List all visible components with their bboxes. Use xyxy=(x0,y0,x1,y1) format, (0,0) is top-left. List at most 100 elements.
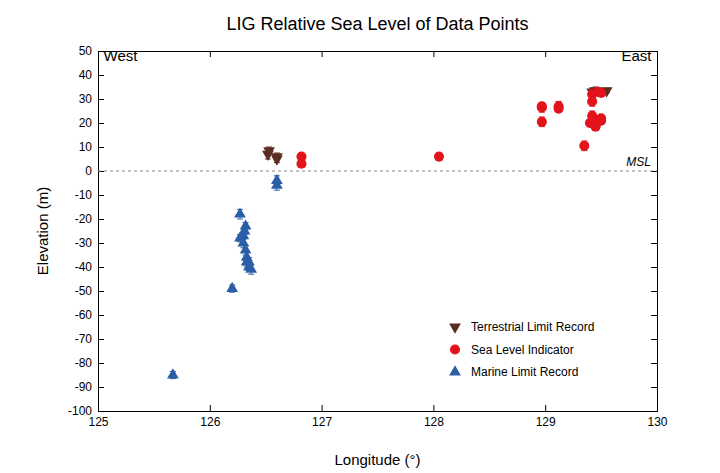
tick-mark xyxy=(98,315,104,316)
point xyxy=(240,243,252,253)
tick: -80 xyxy=(75,356,104,370)
marks xyxy=(167,87,613,379)
tick: 126 xyxy=(200,405,220,429)
point xyxy=(537,101,547,111)
legend: Terrestrial Limit Record Sea Level Indica… xyxy=(449,320,594,379)
tick-mark xyxy=(98,387,104,388)
tick-mark xyxy=(651,411,657,412)
tick-mark xyxy=(98,339,104,340)
legend-entry: Sea Level Indicator xyxy=(450,343,574,357)
tick-label: 128 xyxy=(424,415,444,429)
point xyxy=(271,179,283,189)
tick-mark xyxy=(98,147,104,148)
tick xyxy=(651,339,657,340)
legend-label: Terrestrial Limit Record xyxy=(471,320,594,334)
point xyxy=(596,88,606,98)
tick-mark xyxy=(433,51,434,57)
point xyxy=(240,219,252,229)
legend-symbol xyxy=(449,324,461,334)
legend-label: Marine Limit Record xyxy=(471,365,578,379)
tick-label: -100 xyxy=(68,404,92,418)
axis-line xyxy=(99,52,658,58)
tick xyxy=(651,363,657,364)
tick-mark xyxy=(98,243,104,244)
tick-label: 0 xyxy=(85,164,92,178)
tick xyxy=(651,243,657,244)
tick-label: -70 xyxy=(75,332,93,346)
point xyxy=(237,236,249,246)
axis-line xyxy=(99,405,658,412)
tick xyxy=(545,51,546,57)
tick xyxy=(651,75,657,76)
tick-mark xyxy=(651,243,657,244)
plot-area: 125126127128129130-100-90-80-70-60-50-40… xyxy=(68,44,668,428)
tick: -50 xyxy=(75,284,104,298)
tick xyxy=(433,51,434,57)
tick-mark xyxy=(651,315,657,316)
tick-mark xyxy=(98,75,104,76)
tick xyxy=(651,291,657,292)
tick: 50 xyxy=(79,44,104,58)
tick xyxy=(651,219,657,220)
tick-mark xyxy=(651,99,657,100)
point xyxy=(245,263,257,273)
tick: 10 xyxy=(79,140,104,154)
series xyxy=(262,87,613,166)
tick xyxy=(322,51,323,57)
tick: -60 xyxy=(75,308,104,322)
tick xyxy=(651,411,657,412)
tick-mark xyxy=(545,51,546,57)
tick-mark xyxy=(210,51,211,57)
tick-mark xyxy=(651,387,657,388)
tick: -90 xyxy=(75,380,104,394)
error-cap xyxy=(248,274,254,275)
title: LIG Relative Sea Level of Data Points xyxy=(226,14,528,34)
tick-label: -60 xyxy=(75,308,93,322)
tick-label: -50 xyxy=(75,284,93,298)
tick: 0 xyxy=(85,164,104,178)
tick-mark xyxy=(651,267,657,268)
tick-label: 10 xyxy=(79,140,93,154)
tick-label: -20 xyxy=(75,212,93,226)
tick-mark xyxy=(651,339,657,340)
tick-label: -40 xyxy=(75,260,93,274)
tick-label: 129 xyxy=(536,415,556,429)
tick-mark xyxy=(322,405,323,411)
tick-mark xyxy=(210,405,211,411)
point xyxy=(596,113,606,123)
tick-label: 126 xyxy=(200,415,220,429)
tick-mark xyxy=(98,411,104,412)
tick-label: -30 xyxy=(75,236,93,250)
tick xyxy=(651,123,657,124)
tick: -40 xyxy=(75,260,104,274)
point xyxy=(537,117,547,127)
tick: 128 xyxy=(424,405,444,429)
tick-mark xyxy=(651,75,657,76)
tick-mark xyxy=(98,195,104,196)
tick: 127 xyxy=(312,405,332,429)
tick-mark xyxy=(322,51,323,57)
point xyxy=(587,96,597,106)
tick: 129 xyxy=(536,405,556,429)
tick: 30 xyxy=(79,92,104,106)
tick-mark xyxy=(545,405,546,411)
axis-line xyxy=(99,52,105,412)
tick xyxy=(651,195,657,196)
tick: -20 xyxy=(75,212,104,226)
tick: -30 xyxy=(75,236,104,250)
tick-mark xyxy=(98,123,104,124)
point xyxy=(296,159,306,169)
tick-label: -90 xyxy=(75,380,93,394)
chart: 125126127128129130-100-90-80-70-60-50-40… xyxy=(0,0,720,473)
tick-label: 40 xyxy=(79,68,93,82)
tick-label: -10 xyxy=(75,188,93,202)
point xyxy=(226,282,238,292)
error-cap xyxy=(237,219,243,220)
point xyxy=(234,207,246,217)
tick-label: 130 xyxy=(647,415,667,429)
point xyxy=(243,255,255,265)
tick-mark xyxy=(98,267,104,268)
tick xyxy=(651,267,657,268)
tick-mark xyxy=(651,147,657,148)
axis-line xyxy=(651,52,658,412)
